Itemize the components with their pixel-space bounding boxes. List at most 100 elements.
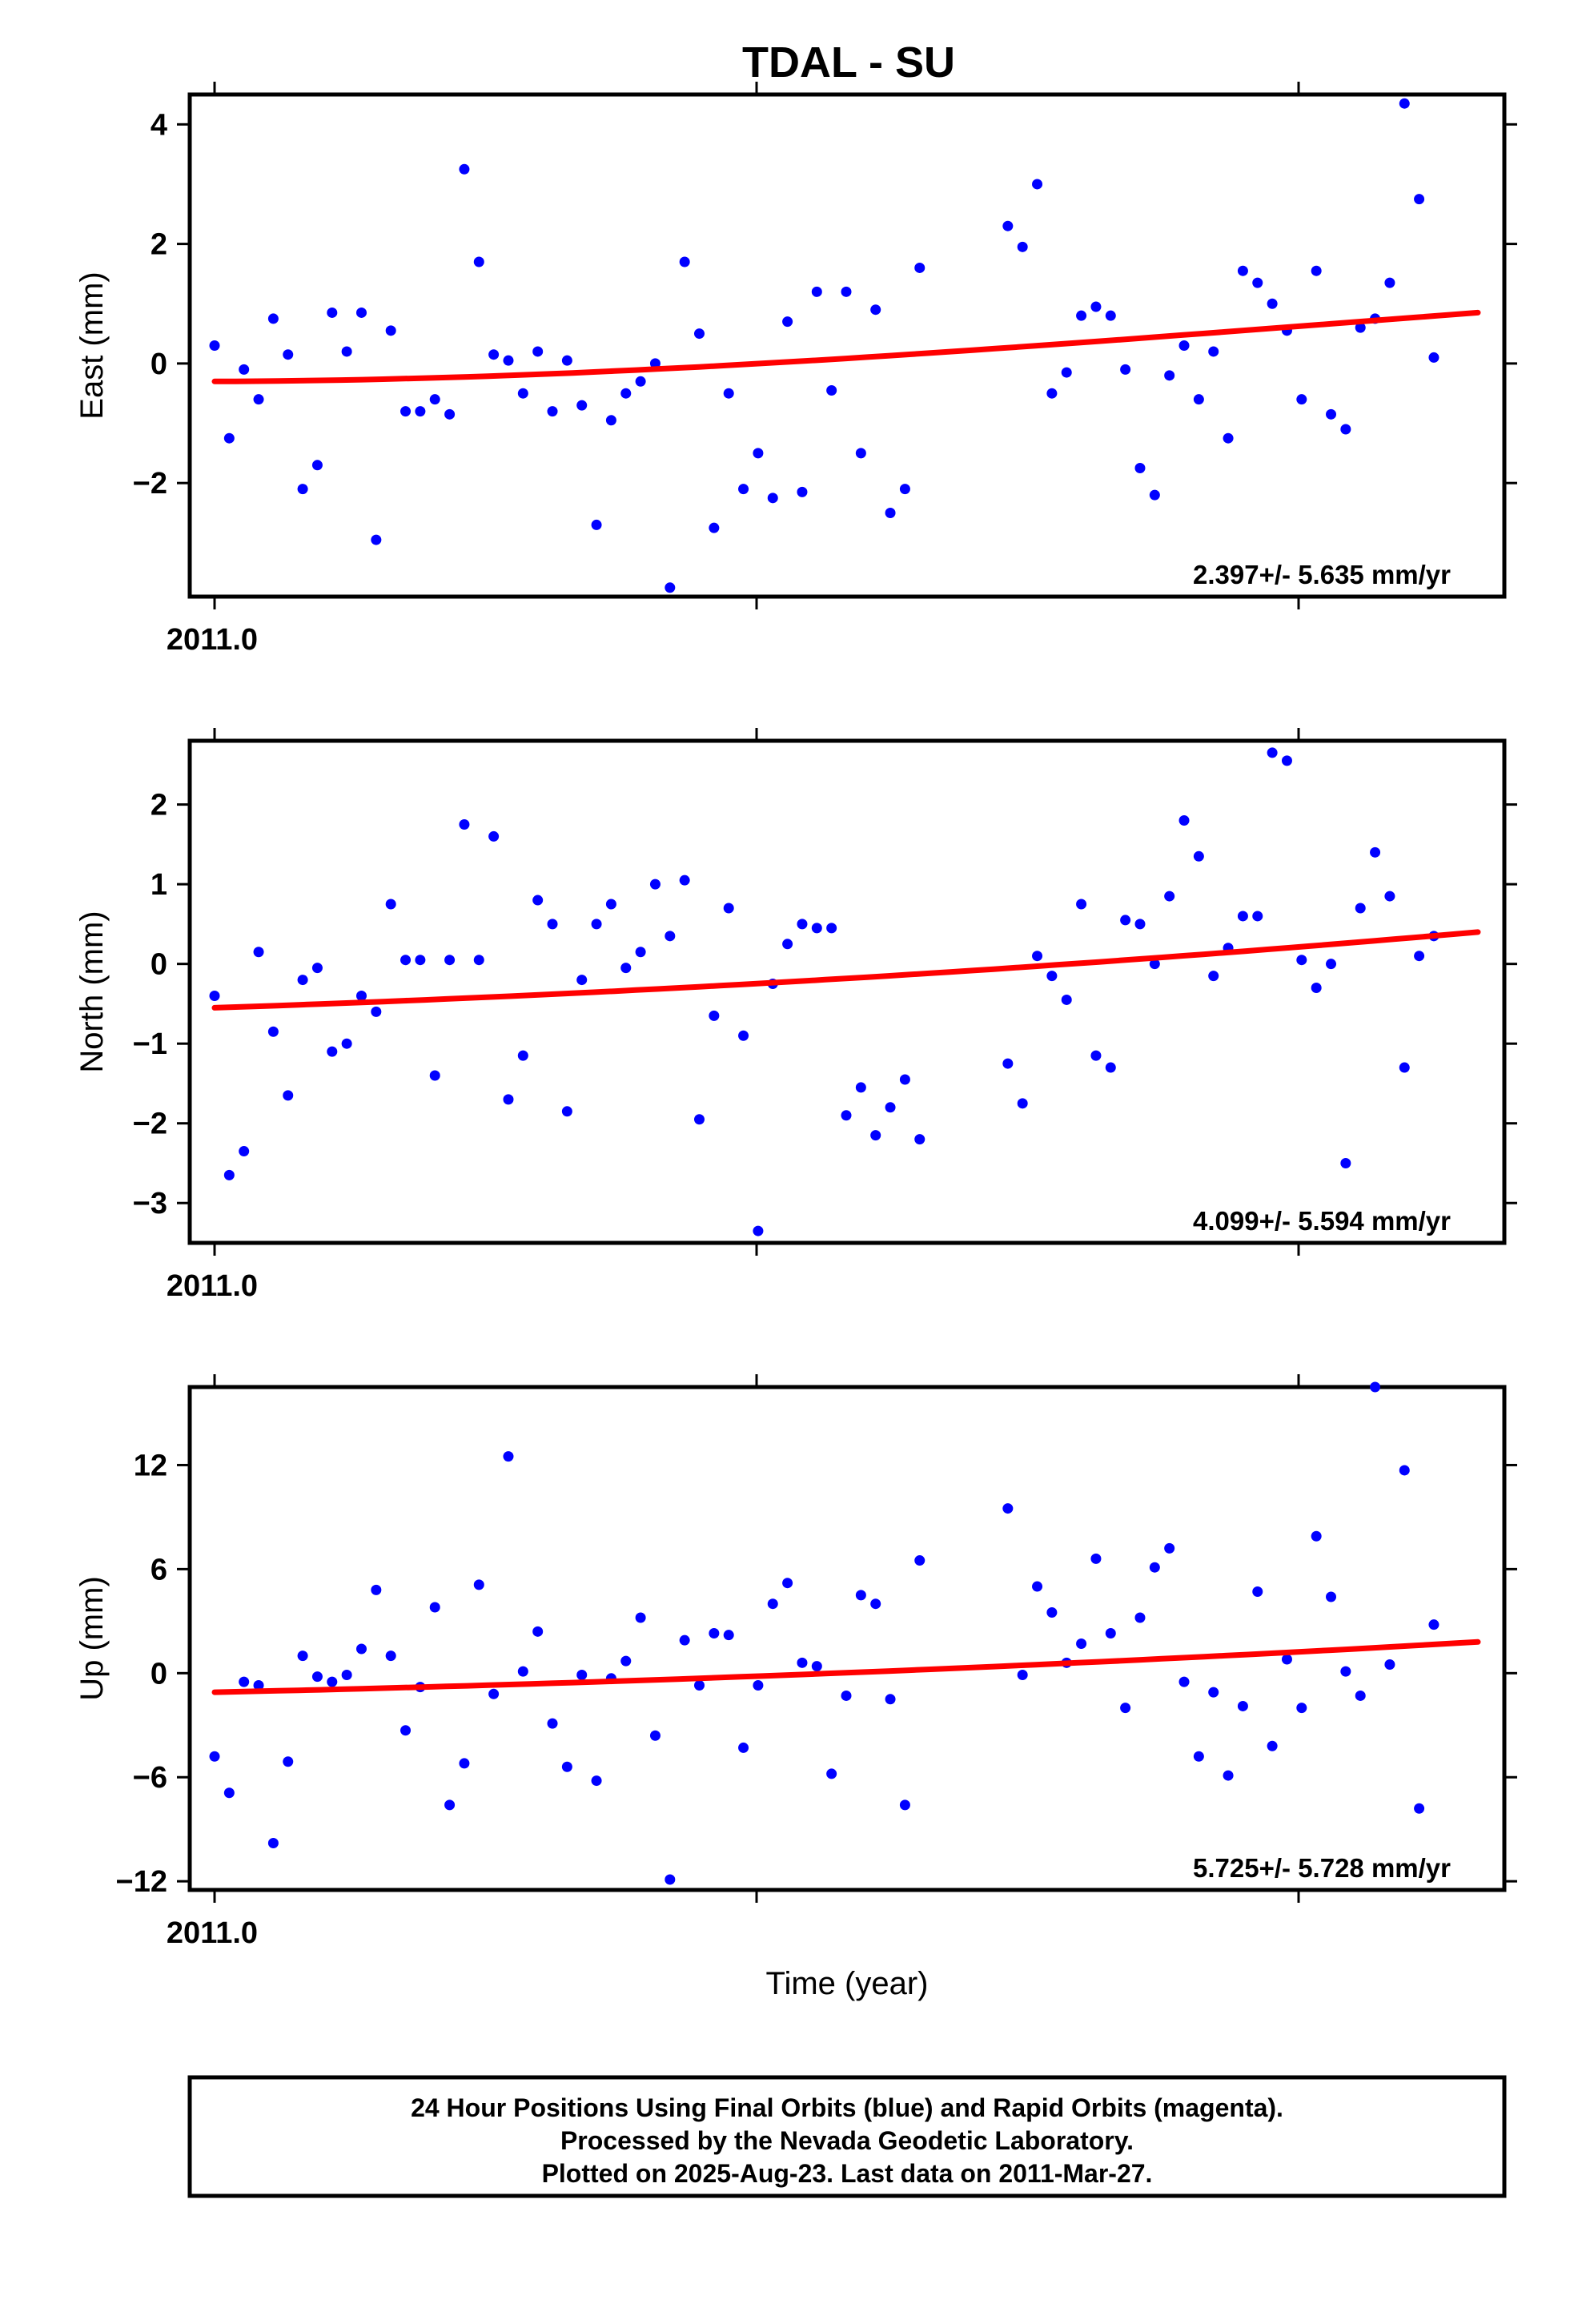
up-data-point [1281, 1654, 1292, 1665]
east-data-point [1164, 370, 1175, 381]
up-data-point [1120, 1703, 1131, 1714]
east-data-point [605, 415, 616, 426]
east-data-point [1134, 463, 1146, 474]
north-data-point [1120, 915, 1131, 926]
north-data-point [239, 1146, 250, 1157]
up-data-point [239, 1676, 250, 1687]
north-data-point [400, 955, 412, 966]
north-data-point [1296, 955, 1307, 966]
north-data-point [576, 975, 588, 986]
north-data-point [841, 1110, 852, 1121]
north-data-point [297, 975, 308, 986]
north-fit-curve [211, 929, 1481, 1011]
north-y-axis-label: North (mm) [74, 911, 110, 1072]
east-data-point [723, 388, 734, 399]
east-data-point [1032, 179, 1043, 190]
up-data-point [753, 1679, 764, 1691]
north-data-point [649, 879, 661, 890]
east-data-point [1237, 265, 1248, 276]
footer-line-3: Plotted on 2025-Aug-23. Last data on 201… [542, 2159, 1153, 2188]
north-data-point [223, 1169, 235, 1180]
north-panel: −3 −2 −1 0 1 2 2011.0 North (mm) 4.099+/- 5.594 … [74, 728, 1517, 1303]
up-data-point [341, 1669, 352, 1680]
up-data-point [694, 1679, 705, 1691]
up-data-point [371, 1584, 382, 1595]
north-data-point [327, 1046, 338, 1057]
up-data-point [267, 1838, 279, 1849]
up-data-point [385, 1651, 396, 1662]
north-data-point [1149, 959, 1160, 970]
up-data-point [503, 1451, 514, 1462]
north-data-point [797, 919, 808, 930]
up-data-point [532, 1626, 544, 1637]
up-data-point [1002, 1503, 1014, 1514]
north-data-point [1032, 951, 1043, 962]
north-data-point [870, 1130, 881, 1141]
up-data-point [1326, 1591, 1337, 1602]
north-data-point [1281, 755, 1292, 766]
up-data-point [1046, 1607, 1058, 1618]
up-data-point [1223, 1770, 1234, 1781]
up-data-point [223, 1787, 235, 1799]
north-data-point [267, 1026, 279, 1037]
east-data-point [1252, 277, 1263, 288]
up-data-point [1296, 1703, 1307, 1714]
east-data-point [459, 163, 470, 175]
up-plot-frame [187, 1385, 1507, 1892]
up-data-point [870, 1598, 881, 1610]
up-data-point [400, 1725, 412, 1736]
north-y-tick-label: 0 [151, 948, 167, 982]
north-data-point [753, 1225, 764, 1236]
north-data-point [341, 1038, 352, 1049]
north-data-point [209, 990, 220, 1001]
east-y-tick-label: −2 [133, 467, 167, 501]
east-data-point [1311, 265, 1322, 276]
north-data-point [1061, 994, 1072, 1005]
north-data-point [503, 1094, 514, 1105]
up-data-point [1414, 1803, 1425, 1814]
north-data-point [444, 955, 456, 966]
up-data-point [826, 1768, 837, 1779]
north-data-point [723, 903, 734, 914]
east-data-point [694, 328, 705, 340]
north-data-point [488, 830, 500, 842]
east-data-point [209, 340, 220, 351]
x-axis-label: Time (year) [766, 1966, 929, 2001]
east-data-point [385, 325, 396, 336]
north-data-point [311, 963, 323, 974]
north-data-point [1178, 815, 1190, 826]
up-y-axis-label: Up (mm) [74, 1576, 110, 1701]
up-x-tick-label: 2011.0 [167, 1916, 258, 1950]
east-data-point [1399, 98, 1410, 109]
north-data-point [694, 1114, 705, 1125]
north-y-tick-label: 1 [151, 868, 167, 902]
up-data-point [1311, 1530, 1322, 1542]
up-data-point [709, 1628, 720, 1639]
north-data-point [1193, 850, 1204, 862]
north-data-point [1267, 747, 1278, 758]
up-data-point [209, 1751, 220, 1762]
north-data-point [459, 819, 470, 830]
east-data-point [1193, 394, 1204, 405]
north-data-point [385, 899, 396, 910]
up-data-point [1237, 1700, 1248, 1711]
up-data-point [1090, 1553, 1102, 1564]
east-data-point [253, 394, 264, 405]
up-data-point [620, 1655, 632, 1667]
east-data-point [400, 406, 412, 417]
east-data-point [1428, 352, 1439, 363]
east-data-point [1355, 322, 1366, 333]
north-y-tick-label: −3 [133, 1187, 167, 1220]
east-data-point [841, 286, 852, 297]
up-data-point [283, 1756, 294, 1767]
north-data-point [855, 1082, 866, 1093]
east-data-point [767, 493, 778, 504]
up-data-point [914, 1555, 926, 1566]
north-data-point [532, 895, 544, 906]
north-plot-frame [187, 738, 1507, 1245]
up-data-point [782, 1578, 793, 1589]
north-rate-label: 4.099+/- 5.594 mm/yr [1193, 1206, 1451, 1236]
up-data-point [797, 1657, 808, 1668]
east-data-point [1384, 277, 1395, 288]
